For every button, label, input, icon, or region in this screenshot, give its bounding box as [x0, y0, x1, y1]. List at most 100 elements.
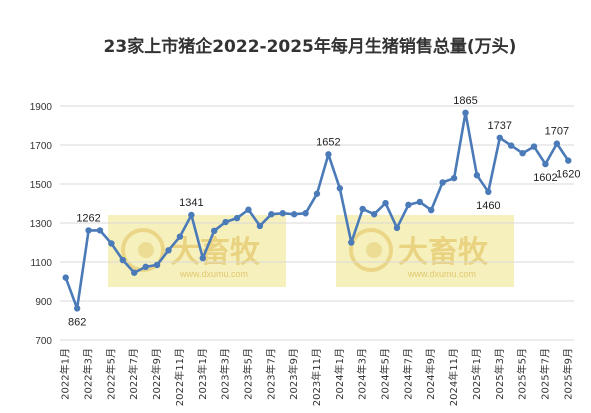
- data-point: [108, 240, 115, 247]
- watermark-box: [336, 215, 514, 287]
- x-tick-label: 2025年5月: [516, 348, 529, 400]
- data-point: [370, 211, 378, 218]
- watermark-sub: www.dxumu.com: [179, 269, 248, 279]
- x-tick-label: 2024年5月: [379, 348, 392, 400]
- watermark-sub: www.dxumu.com: [407, 269, 476, 279]
- data-label: 1602: [533, 172, 557, 184]
- data-label: 1737: [488, 120, 512, 132]
- data-point: [530, 143, 538, 150]
- x-tick-label: 2024年3月: [356, 348, 369, 400]
- data-point: [336, 185, 344, 192]
- watermark-logo-icon: [121, 228, 165, 272]
- data-point: [553, 140, 561, 147]
- x-tick-label: 2022年11月: [173, 348, 186, 406]
- watermark-text: 大畜牧: [170, 235, 261, 270]
- data-point: [245, 206, 252, 213]
- data-point: [473, 172, 481, 179]
- x-tick-label: 2023年9月: [287, 348, 300, 400]
- x-tick-label: 2025年7月: [538, 348, 551, 400]
- data-point: [348, 239, 355, 246]
- data-label-layer: 862 1262 1341 1652 1865 1460 1737 1602 1707 1620: [68, 95, 581, 329]
- data-point: [199, 254, 206, 262]
- watermark-logo-icon: [349, 228, 393, 272]
- watermark-logo-dot: [366, 242, 382, 258]
- data-point: [256, 222, 264, 230]
- data-point: [279, 210, 286, 217]
- data-point: [507, 142, 515, 149]
- data-point: [73, 305, 81, 312]
- watermark-box: [108, 215, 286, 287]
- data-label: 1262: [76, 212, 100, 224]
- data-point: [302, 210, 309, 217]
- x-tick-label: 2024年7月: [401, 348, 414, 400]
- data-point: [428, 206, 435, 214]
- x-tick-label: 2023年5月: [241, 348, 254, 400]
- data-point: [519, 149, 526, 157]
- data-point: [268, 211, 275, 218]
- y-tick-label: 1100: [30, 258, 52, 269]
- data-point: [382, 199, 389, 207]
- data-point: [416, 198, 423, 206]
- data-point: [450, 174, 458, 182]
- data-point: [188, 211, 195, 219]
- watermark-logo-dot: [138, 242, 154, 258]
- y-tick-label: 1700: [30, 141, 53, 152]
- data-point: [313, 190, 321, 197]
- y-tick-label: 900: [35, 297, 52, 308]
- data-point: [233, 214, 241, 222]
- y-tick-label: 1300: [30, 219, 53, 230]
- data-point: [85, 227, 92, 234]
- x-tick-label: 2023年3月: [219, 348, 232, 400]
- data-point: [359, 205, 366, 213]
- x-tick-label: 2024年11月: [447, 348, 460, 406]
- data-point: [393, 224, 401, 232]
- x-tick-label: 2023年7月: [264, 348, 277, 400]
- x-tick-label: 2022年7月: [127, 348, 140, 400]
- data-point: [405, 201, 412, 209]
- y-tick-label: 700: [35, 336, 52, 347]
- data-point: [462, 109, 469, 117]
- data-point: [211, 227, 218, 234]
- y-tick-label: 1900: [30, 102, 53, 113]
- data-point: [153, 261, 161, 269]
- x-tick-label: 2022年1月: [59, 348, 72, 400]
- data-point: [142, 263, 149, 271]
- watermark-text: 大畜牧: [398, 235, 489, 270]
- data-point: [176, 233, 184, 240]
- x-tick-label: 2025年9月: [561, 348, 574, 400]
- data-point: [119, 256, 127, 264]
- data-label: 1460: [476, 200, 500, 212]
- data-label: 862: [68, 316, 86, 328]
- axis-layer: 700 900 1100 1300 1500 1700 1900 2022年1月 2022年3月…: [30, 102, 575, 406]
- data-point: [165, 247, 172, 254]
- data-point: [485, 188, 492, 195]
- data-label: 1707: [545, 126, 569, 138]
- x-tick-label: 2023年1月: [196, 348, 209, 400]
- data-label: 1341: [179, 197, 203, 209]
- chart-title: 23家上市猪企2022-2025年每月生猪销售总量(万头): [104, 36, 517, 57]
- data-point: [542, 160, 549, 168]
- data-point: [62, 274, 69, 281]
- data-point: [131, 269, 138, 276]
- data-point: [496, 134, 503, 141]
- y-tick-label: 1500: [30, 180, 53, 191]
- x-tick-label: 2022年9月: [150, 348, 163, 400]
- data-point: [222, 218, 229, 226]
- data-label: 1620: [556, 169, 580, 181]
- data-label: 1652: [316, 136, 340, 148]
- series-layer: [62, 109, 572, 312]
- data-point: [565, 157, 572, 164]
- watermark-right: 大畜牧 www.dxumu.com: [336, 215, 514, 287]
- grid-layer: [60, 105, 574, 341]
- watermark-left: 大畜牧 www.dxumu.com: [108, 215, 286, 287]
- x-tick-label: 2024年1月: [333, 348, 346, 400]
- data-point: [439, 179, 446, 186]
- data-point: [325, 151, 332, 158]
- x-tick-label: 2022年3月: [82, 348, 95, 400]
- x-tick-label: 2025年3月: [493, 348, 506, 400]
- x-tick-label: 2022年5月: [104, 348, 117, 400]
- x-tick-label: 2025年1月: [470, 348, 483, 400]
- data-label: 1865: [453, 95, 477, 107]
- data-point: [290, 211, 298, 218]
